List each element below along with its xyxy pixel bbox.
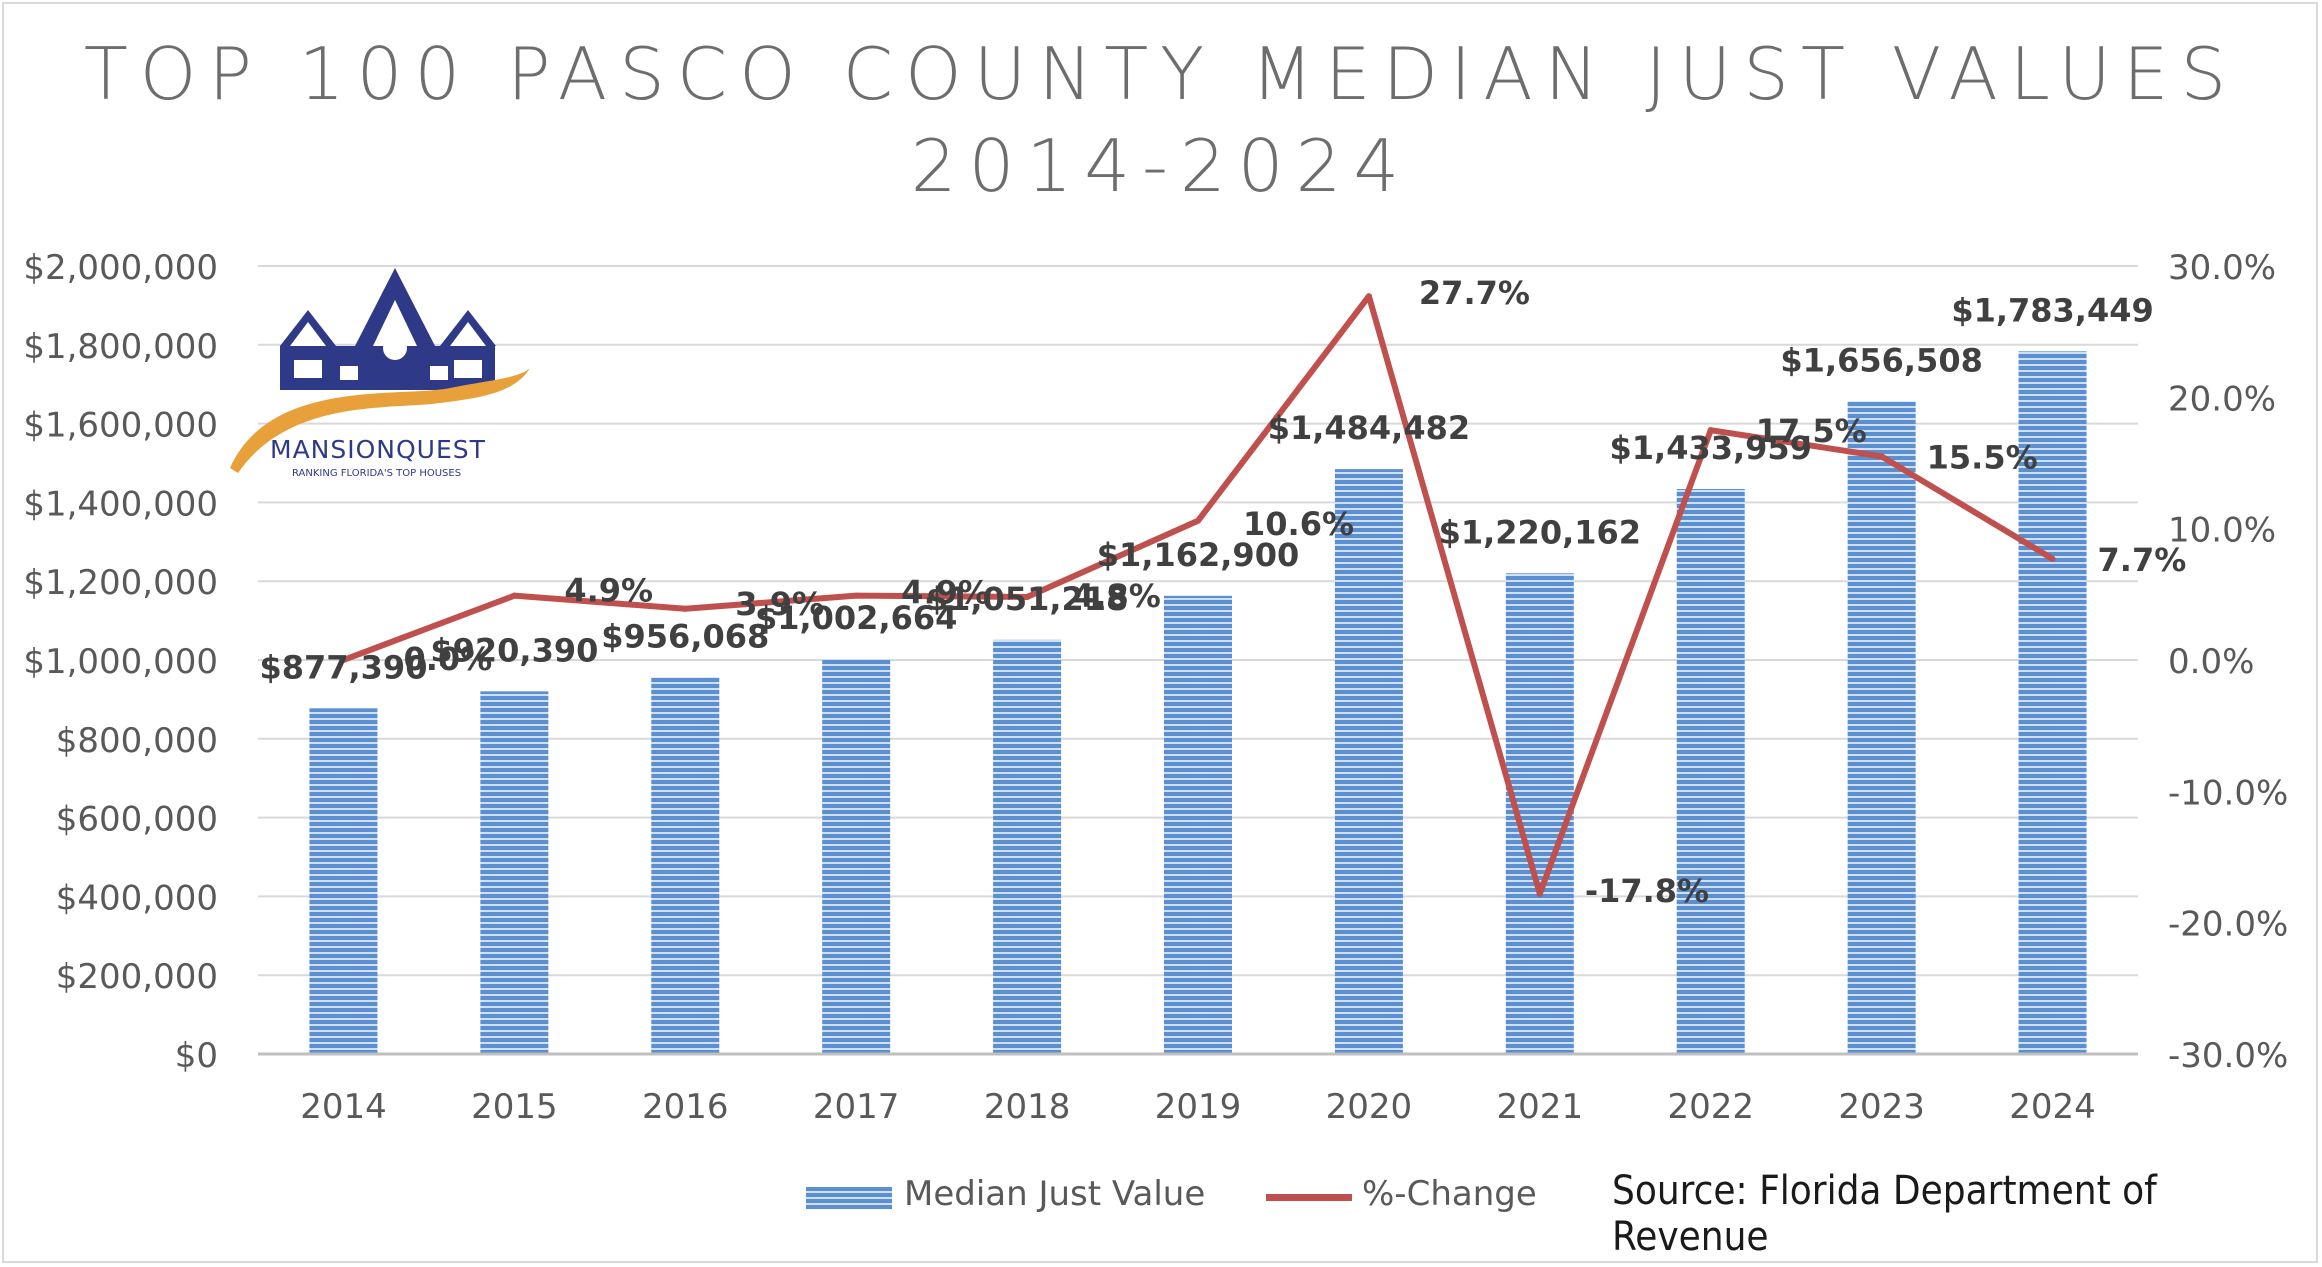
y-right-tick-label: 30.0% [2168,248,2276,288]
bar-value-label: $1,484,482 [1268,409,1470,447]
logo-tagline: RANKING FLORIDA'S TOP HOUSES [292,468,461,479]
x-tick-label: 2017 [813,1087,900,1127]
line-value-label: 4.8% [1072,577,1161,615]
swoosh-icon [230,368,530,473]
logo-wordmark: MANSIONQUEST [270,435,486,464]
y-right-tick-label: -20.0% [2168,905,2288,945]
y-left-tick-label: $1,200,000 [23,563,218,603]
y-right-tick-label: -30.0% [2168,1036,2288,1076]
y-right-tick-label: 10.0% [2168,511,2276,551]
bar-value-label: $1,656,508 [1780,341,1982,379]
x-tick-label: 2024 [2009,1087,2096,1127]
legend-swatch-bar [806,1187,892,1209]
y-left-tick-label: $1,800,000 [23,327,218,367]
y-left-tick-label: $0 [175,1036,218,1076]
bar-value-label: $920,390 [430,631,598,669]
y-left-tick-label: $1,000,000 [23,642,218,682]
x-tick-label: 2014 [300,1087,387,1127]
bar [651,677,720,1054]
line-point [511,592,518,599]
line-point [853,592,860,599]
bar [1847,401,1916,1055]
line-value-label: 27.7% [1419,274,1530,312]
line-value-label: 7.7% [2098,541,2187,579]
bar-value-label: $877,390 [259,648,427,686]
bar [309,708,378,1054]
x-tick-label: 2023 [1838,1087,1925,1127]
line-value-label: 4.9% [564,572,653,610]
line-value-label: 10.6% [1243,505,1354,543]
line-point [340,657,347,663]
x-tick-label: 2020 [1326,1087,1413,1127]
legend-label-bar: Median Just Value [904,1174,1206,1214]
line-series [340,293,2056,897]
bar-value-label: $1,433,959 [1610,429,1812,467]
y-right-tick-label: 20.0% [2168,379,2276,419]
bar [2018,351,2087,1054]
y-left-tick-label: $800,000 [56,721,218,761]
x-tick-label: 2021 [1497,1087,1584,1127]
legend-swatch-line [1266,1194,1352,1201]
bar [1334,469,1403,1054]
source-note: Source: Florida Department of Revenue [1612,1168,2157,1260]
line-point [682,605,689,612]
line-point [1195,517,1201,524]
line-point [1536,890,1543,897]
x-tick-label: 2018 [984,1087,1071,1127]
line-value-label: 0.0% [403,640,492,678]
bar-series [309,351,2087,1055]
bar [480,691,549,1054]
data-labels: $877,390 $920,390 $956,068$1,002,664$1,051… [259,274,2186,910]
bar [1676,489,1745,1054]
bar [1164,595,1232,1054]
y-left-tick-label: $1,600,000 [23,406,218,446]
line-value-label: 17.5% [1756,412,1867,450]
line-value-label: 15.5% [1927,438,2038,476]
y-right-tick-label: -10.0% [2168,773,2288,813]
mansionquest-logo: MANSIONQUEST RANKING FLORIDA'S TOP HOUSE… [230,268,530,479]
y-left-tick-label: $600,000 [56,800,218,840]
house-icon [280,268,496,390]
bar-value-label: $956,068 [601,617,769,655]
y-left-tick-label: $1,400,000 [23,484,218,524]
y-right-tick-label: 0.0% [2168,642,2254,682]
chart-title: TOP 100 PASCO COUNTY MEDIAN JUST VALUES … [83,32,2239,208]
line-point [1365,293,1372,300]
bar-value-label: $1,220,162 [1439,513,1641,551]
line-point [1878,453,1885,460]
line-point [1024,593,1031,600]
legend-label-line: %-Change [1362,1174,1537,1214]
bar [822,658,891,1054]
bar-value-label: $1,051,218 [926,580,1128,618]
line-point [1707,427,1714,434]
axes: $0 $200,000 $400,000 $600,000 $800,000 $1,000… [23,248,2288,1127]
y-left-tick-label: $2,000,000 [23,248,218,288]
bar-value-label: $1,162,900 [1097,536,1299,574]
x-tick-label: 2019 [1155,1087,1242,1127]
x-tick-label: 2015 [471,1087,558,1127]
line-point [2049,555,2056,562]
line-value-label: -17.8% [1585,872,1709,910]
y-left-tick-label: $200,000 [56,957,218,997]
bar-value-label: $1,002,664 [755,599,957,637]
x-tick-label: 2022 [1667,1087,1754,1127]
line-value-label: 3.9% [735,585,824,623]
y-left-tick-label: $400,000 [56,878,218,918]
bar-value-label: $1,783,449 [1951,291,2153,329]
x-tick-label: 2016 [642,1087,729,1127]
bar [993,639,1062,1054]
line-value-label: 4.9% [901,574,990,612]
